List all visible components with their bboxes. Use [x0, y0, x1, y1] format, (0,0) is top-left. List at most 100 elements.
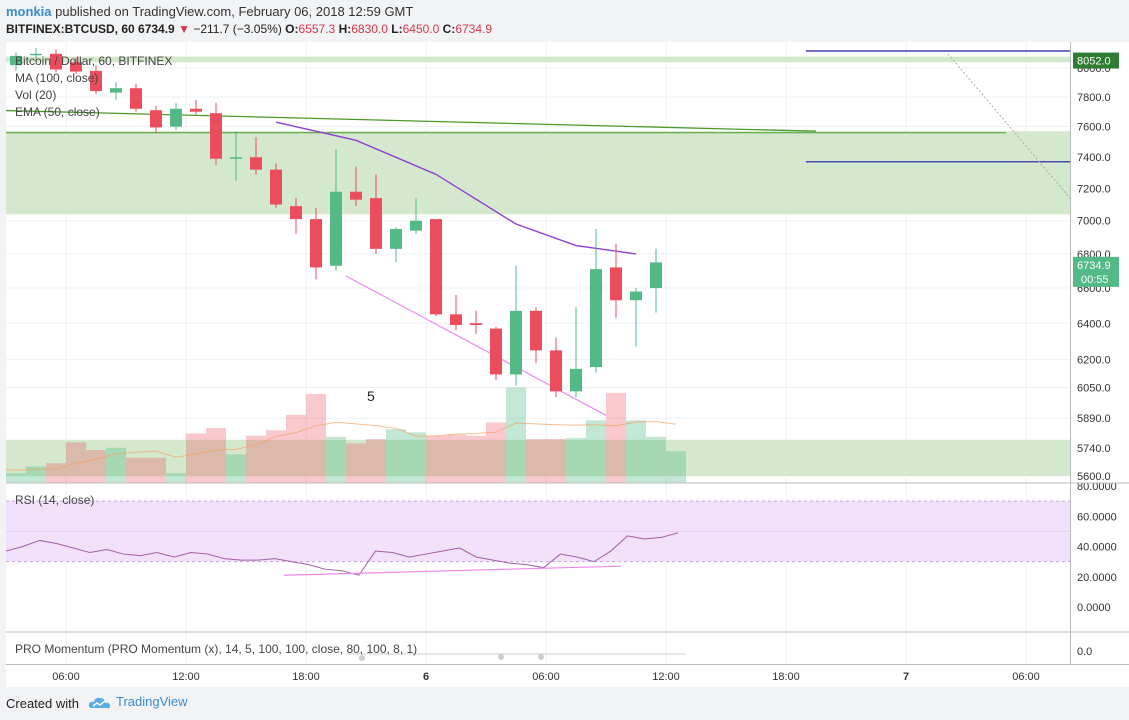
rsi-tick-label: 20.0000	[1077, 572, 1117, 584]
symbol-name[interactable]: BITFINEX:BTCUSD, 60	[6, 22, 135, 36]
volume-bar	[246, 435, 266, 483]
pro-momentum-pane	[346, 653, 686, 661]
legend-rsi[interactable]: RSI (14, close)	[15, 493, 95, 507]
support-zone	[6, 439, 1070, 476]
candle-body	[90, 70, 102, 92]
price-tick-label: 7000.0	[1077, 216, 1111, 228]
volume-bar	[326, 436, 346, 483]
dotted-trendline	[947, 53, 1070, 199]
close-value: 6734.9	[455, 22, 493, 36]
time-axis[interactable]: 06:00 12:00 18:00 6 06:00 12:00 18:00 7 06:00	[6, 664, 1129, 687]
volume-bar	[526, 439, 546, 483]
last-price-badge	[1073, 256, 1119, 287]
candle-body	[250, 157, 262, 170]
rsi-tick-label: 60.0000	[1077, 511, 1117, 523]
volume-bar	[266, 430, 286, 483]
time-tick-label: 12:00	[172, 671, 200, 683]
volume-bar	[86, 450, 106, 483]
legend-ma[interactable]: MA (100, close)	[15, 71, 99, 85]
time-axis-labels: 06:00 12:00 18:00 6 06:00 12:00 18:00 7 06:00	[52, 671, 1040, 683]
price-tick-label: 7800.0	[1077, 92, 1111, 104]
volume-ma-line	[6, 421, 677, 471]
volume-bar	[346, 443, 366, 483]
candle-body	[10, 55, 22, 66]
time-tick-label: 6	[423, 671, 429, 683]
price-axis-labels: 5600.05740.05890.06050.06200.06400.06600…	[1071, 52, 1129, 658]
candle-body	[490, 328, 502, 375]
candle-body	[230, 157, 242, 159]
rsi-trend-line	[283, 565, 622, 576]
price-tick-label: 5600.0	[1077, 471, 1111, 483]
candle-body	[350, 191, 362, 200]
volume-bar	[406, 432, 426, 483]
candle-body	[30, 53, 42, 56]
candle-body	[470, 323, 482, 326]
volume-annotation: 5	[367, 388, 375, 404]
volume-bar	[66, 442, 86, 483]
candle-body	[110, 88, 122, 93]
tradingview-brand: TradingView	[116, 694, 188, 709]
volume-bar	[46, 463, 66, 483]
rsi-line	[6, 532, 679, 576]
high-value: 6830.0	[351, 22, 388, 36]
candle-body	[410, 220, 422, 231]
time-tick-label: 06:00	[1012, 671, 1040, 683]
volume-bar	[106, 447, 126, 483]
candle-body	[310, 219, 322, 268]
rsi-pane	[6, 500, 1070, 576]
low-value: 6450.0	[402, 22, 440, 36]
price-tick-label: 5740.0	[1077, 443, 1111, 455]
candle-body	[290, 206, 302, 220]
pro-momentum-dot	[538, 654, 544, 660]
support-zone	[6, 56, 1070, 63]
open-value: 6557.3	[298, 22, 336, 36]
price-tick-label: 6200.0	[1077, 355, 1111, 367]
volume-bar	[426, 435, 446, 483]
volume-bar	[626, 420, 646, 483]
time-tick-label: 12:00	[652, 671, 680, 683]
candlesticks	[10, 48, 662, 398]
symbol-line: BITFINEX:BTCUSD, 60 6734.9 ▼ −211.7 (−3.…	[6, 22, 492, 36]
author-link[interactable]: monkia	[6, 4, 52, 19]
legend-vol[interactable]: Vol (20)	[15, 88, 57, 102]
last-price-label: 6734.9	[1077, 260, 1111, 272]
rsi-tick-label: 0.0000	[1077, 602, 1111, 614]
candle-body	[650, 262, 662, 289]
time-tick-label: 7	[903, 671, 909, 683]
volume-bar	[6, 473, 26, 483]
volume-bar	[466, 435, 486, 483]
volume-bar	[566, 437, 586, 483]
volume-bar	[446, 434, 466, 483]
price-chart[interactable]: 5	[6, 42, 1070, 664]
footer: Created with TradingView	[0, 688, 1129, 720]
price-axis[interactable]: 5600.0 5740.0 5890.0 6050.0 6200.0 6400.0 6600…	[1070, 42, 1129, 664]
support-zones	[6, 50, 1070, 476]
price-tick-label: 6400.0	[1077, 318, 1111, 330]
price-change: −211.7 (−3.05%)	[193, 22, 282, 36]
volume-bar	[146, 457, 166, 483]
volume-bar	[186, 433, 206, 483]
time-tick-label: 18:00	[292, 671, 320, 683]
legend-pro-momentum[interactable]: PRO Momentum (PRO Momentum (x), 14, 5, 1…	[15, 642, 418, 656]
pro-momentum-dot	[359, 655, 365, 661]
open-label: O:	[285, 22, 299, 36]
chart-plot-area[interactable]: 5 Bitcoin / Dollar, 60, BITFINEX MA (100…	[6, 42, 1070, 664]
legend-ema[interactable]: EMA (50, close)	[15, 105, 100, 119]
volume-bar	[366, 439, 386, 483]
trend-line	[345, 275, 607, 416]
rsi-tick-label: 40.0000	[1077, 542, 1117, 554]
price-tick-label: 5890.0	[1077, 413, 1111, 425]
candle-body	[370, 198, 382, 249]
candle-body	[530, 310, 542, 351]
ma-line	[6, 109, 817, 132]
candle-body	[330, 191, 342, 266]
candle-body	[150, 110, 162, 128]
candle-body	[630, 291, 642, 301]
volume-bar	[386, 429, 406, 483]
legend-title[interactable]: Bitcoin / Dollar, 60, BITFINEX	[15, 54, 173, 68]
volume-bar	[306, 393, 326, 483]
support-zone	[6, 131, 1070, 215]
candle-body	[390, 228, 402, 249]
volume-bars	[6, 387, 686, 483]
tradingview-logo[interactable]: TradingView	[88, 694, 188, 710]
